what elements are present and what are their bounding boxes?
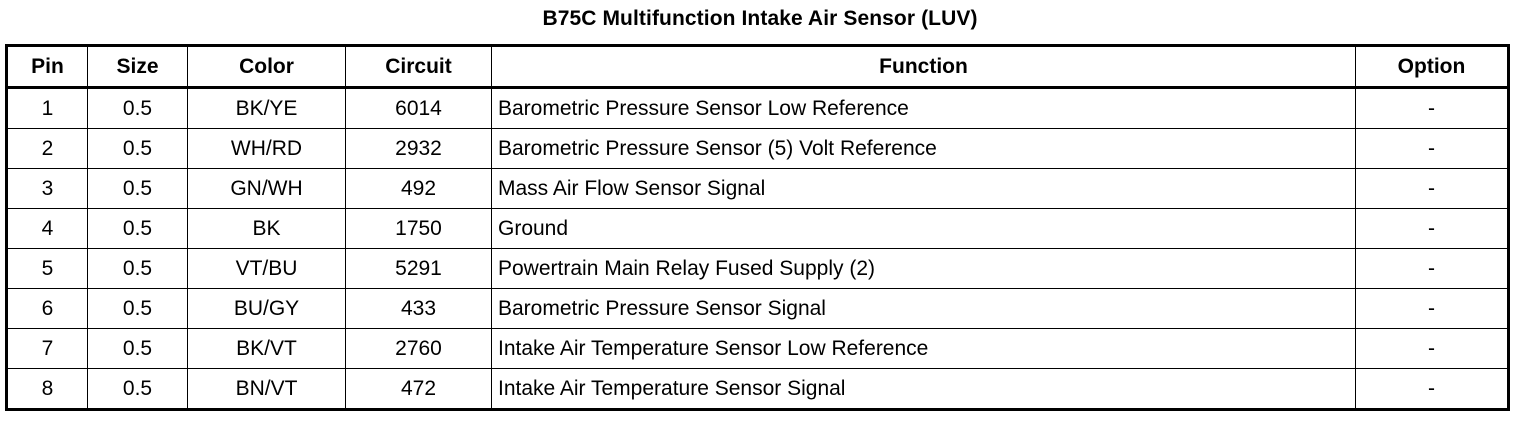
cell-color: BK/VT <box>187 328 346 369</box>
cell-pin: 6 <box>6 288 88 329</box>
column-header-size: Size <box>87 45 188 89</box>
cell-size: 0.5 <box>87 168 188 209</box>
table-row: 5 0.5 VT/BU 5291 Powertrain Main Relay F… <box>6 248 1509 289</box>
table-row: 8 0.5 BN/VT 472 Intake Air Temperature S… <box>6 368 1509 410</box>
table-row: 1 0.5 BK/YE 6014 Barometric Pressure Sen… <box>6 87 1509 129</box>
table-row: 3 0.5 GN/WH 492 Mass Air Flow Sensor Sig… <box>6 168 1509 209</box>
cell-size: 0.5 <box>87 87 188 129</box>
table-row: 2 0.5 WH/RD 2932 Barometric Pressure Sen… <box>6 128 1509 169</box>
cell-option: - <box>1355 87 1509 129</box>
column-header-circuit: Circuit <box>345 45 492 89</box>
cell-size: 0.5 <box>87 208 188 249</box>
cell-size: 0.5 <box>87 288 188 329</box>
cell-color: BK/YE <box>187 87 346 129</box>
cell-option: - <box>1355 128 1509 169</box>
cell-color: BU/GY <box>187 288 346 329</box>
cell-pin: 1 <box>6 87 88 129</box>
cell-size: 0.5 <box>87 248 188 289</box>
column-header-function: Function <box>491 45 1356 89</box>
cell-color: WH/RD <box>187 128 346 169</box>
cell-circuit: 472 <box>345 368 492 410</box>
cell-pin: 7 <box>6 328 88 369</box>
cell-option: - <box>1355 248 1509 289</box>
cell-circuit: 433 <box>345 288 492 329</box>
column-header-pin: Pin <box>6 45 88 89</box>
cell-pin: 4 <box>6 208 88 249</box>
cell-circuit: 2932 <box>345 128 492 169</box>
cell-size: 0.5 <box>87 328 188 369</box>
cell-function: Ground <box>491 208 1356 249</box>
table-row: 4 0.5 BK 1750 Ground - <box>6 208 1509 249</box>
cell-option: - <box>1355 208 1509 249</box>
cell-color: BK <box>187 208 346 249</box>
cell-option: - <box>1355 328 1509 369</box>
column-header-color: Color <box>187 45 346 89</box>
cell-circuit: 2760 <box>345 328 492 369</box>
table-row: 6 0.5 BU/GY 433 Barometric Pressure Sens… <box>6 288 1509 329</box>
cell-color: BN/VT <box>187 368 346 410</box>
cell-pin: 2 <box>6 128 88 169</box>
table-row: 7 0.5 BK/VT 2760 Intake Air Temperature … <box>6 328 1509 369</box>
cell-function: Intake Air Temperature Sensor Signal <box>491 368 1356 410</box>
cell-option: - <box>1355 288 1509 329</box>
cell-color: GN/WH <box>187 168 346 209</box>
cell-size: 0.5 <box>87 368 188 410</box>
cell-function: Powertrain Main Relay Fused Supply (2) <box>491 248 1356 289</box>
table-header-row: Pin Size Color Circuit Function Option <box>6 45 1509 89</box>
cell-pin: 3 <box>6 168 88 209</box>
cell-option: - <box>1355 168 1509 209</box>
cell-circuit: 1750 <box>345 208 492 249</box>
cell-circuit: 5291 <box>345 248 492 289</box>
cell-function: Mass Air Flow Sensor Signal <box>491 168 1356 209</box>
page-title: B75C Multifunction Intake Air Sensor (LU… <box>542 7 978 30</box>
cell-circuit: 6014 <box>345 87 492 129</box>
cell-function: Intake Air Temperature Sensor Low Refere… <box>491 328 1356 369</box>
connector-pinout-table: Pin Size Color Circuit Function Option 1… <box>5 44 1510 411</box>
cell-option: - <box>1355 368 1509 410</box>
cell-circuit: 492 <box>345 168 492 209</box>
column-header-option: Option <box>1355 45 1509 89</box>
cell-function: Barometric Pressure Sensor Low Reference <box>491 87 1356 129</box>
cell-pin: 8 <box>6 368 88 410</box>
cell-function: Barometric Pressure Sensor Signal <box>491 288 1356 329</box>
cell-function: Barometric Pressure Sensor (5) Volt Refe… <box>491 128 1356 169</box>
cell-color: VT/BU <box>187 248 346 289</box>
cell-size: 0.5 <box>87 128 188 169</box>
cell-pin: 5 <box>6 248 88 289</box>
